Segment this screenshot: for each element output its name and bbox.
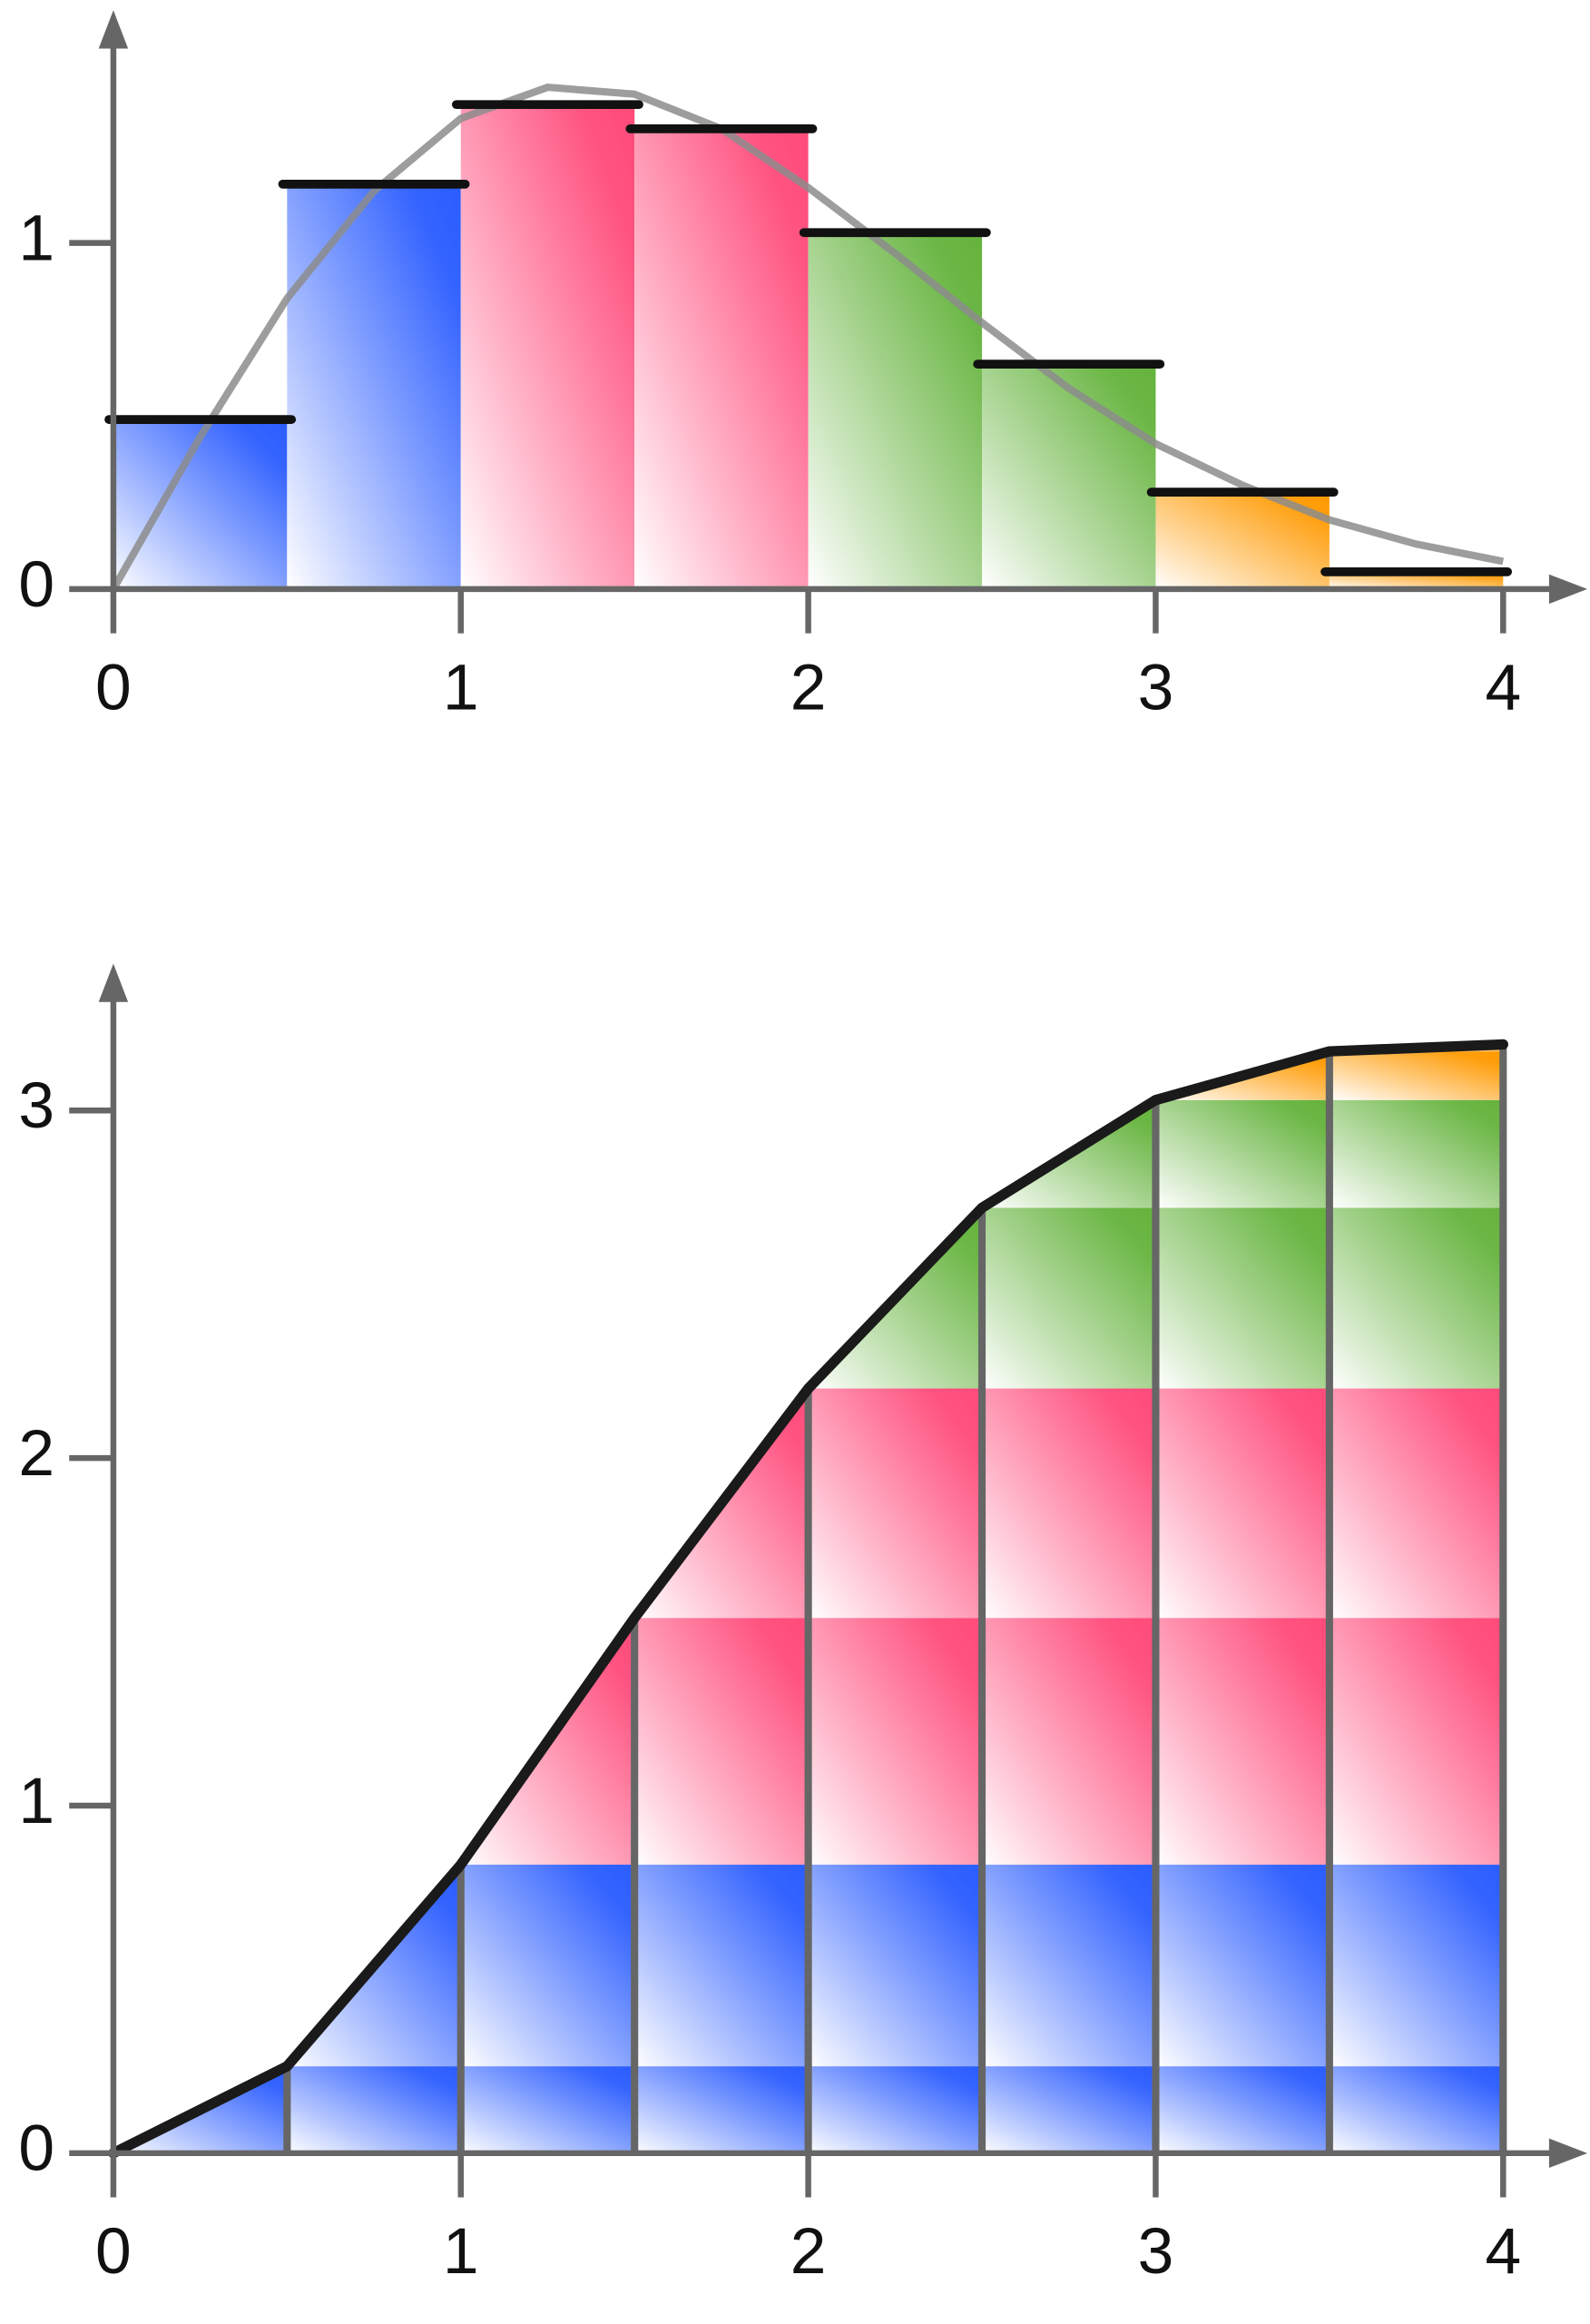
x-tick-label: 1 <box>443 651 479 724</box>
x-tick-label: 4 <box>1485 2215 1521 2288</box>
x-axis-arrow <box>1548 574 1588 605</box>
segment-cell <box>1155 2066 1330 2153</box>
segment-cell <box>460 2066 635 2153</box>
segment-cell <box>1329 2066 1504 2153</box>
x-tick-label: 1 <box>443 2215 479 2288</box>
segment-cell <box>982 1618 1156 1866</box>
segment-cell <box>1155 1207 1330 1389</box>
segment-cell <box>808 2066 983 2153</box>
segment-cell <box>634 1865 809 2067</box>
segment-cell <box>1329 1099 1504 1208</box>
bar <box>113 419 288 589</box>
x-tick-label: 2 <box>790 651 827 724</box>
density-curve <box>110 84 1505 591</box>
segment-cell <box>1329 1865 1504 2067</box>
bar <box>808 232 983 589</box>
y-tick-label: 1 <box>18 1765 54 1837</box>
y-tick-label: 1 <box>18 202 54 275</box>
segment-cell <box>1155 1865 1330 2067</box>
y-tick-label: 3 <box>18 1069 54 1142</box>
plot <box>108 1039 1508 2159</box>
bar <box>982 364 1156 589</box>
segment-cell <box>982 1865 1156 2067</box>
segment-cell <box>808 1618 983 1866</box>
segment-cell <box>1329 1207 1504 1389</box>
segment-cell <box>1329 1388 1504 1619</box>
segment-cell <box>634 1618 809 1866</box>
segment-cell <box>808 1388 983 1619</box>
segment-cell <box>808 1865 983 2067</box>
segment-cell <box>1155 1618 1330 1866</box>
x-axis-arrow <box>1548 2138 1588 2169</box>
x-tick-label: 3 <box>1138 2215 1174 2288</box>
segment-cell <box>1329 1051 1504 1100</box>
segment-cell <box>1155 1099 1330 1208</box>
y-tick-label: 0 <box>18 548 54 621</box>
segment-cell <box>982 1207 1156 1389</box>
segment-cell <box>982 1388 1156 1619</box>
x-tick-label: 2 <box>790 2215 827 2288</box>
segment-cell <box>634 2066 809 2153</box>
x-tick-label: 0 <box>95 651 132 724</box>
bar <box>460 104 635 589</box>
x-tick-label: 0 <box>95 2215 132 2288</box>
segment-cell <box>287 2066 461 2153</box>
bar <box>634 128 809 589</box>
bar <box>287 183 461 589</box>
x-tick-label: 3 <box>1138 651 1174 724</box>
segment-cell <box>460 1865 635 2067</box>
cumulative-line <box>108 1039 1508 2159</box>
segment-cell <box>982 2066 1156 2153</box>
plot <box>104 84 1513 591</box>
segment-cell <box>1155 1388 1330 1619</box>
y-tick-label: 2 <box>18 1417 54 1490</box>
y-tick-label: 0 <box>18 2112 54 2185</box>
segment-cell <box>1329 1618 1504 1866</box>
y-axis-arrow <box>98 963 129 1002</box>
x-tick-label: 4 <box>1485 651 1521 724</box>
y-axis-arrow <box>98 10 129 49</box>
